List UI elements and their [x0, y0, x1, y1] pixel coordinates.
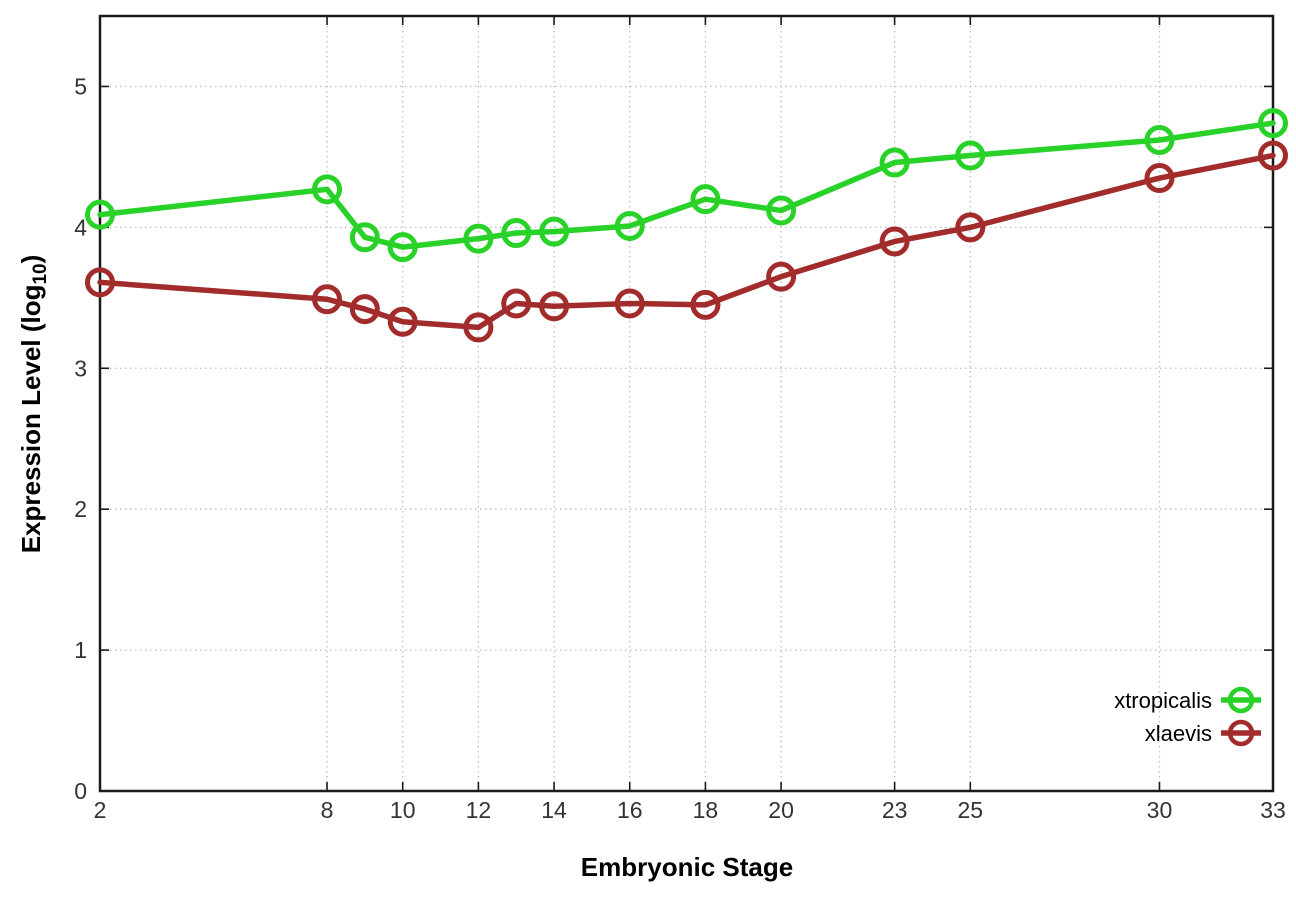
- data-point-xlaevis: [85, 267, 115, 298]
- legend-label-xtropicalis: xtropicalis: [1114, 688, 1212, 713]
- y-axis-title: Expression Level (log10): [16, 255, 51, 554]
- y-tick-label: 1: [74, 637, 87, 663]
- legend-marker-icon-xlaevis: [1227, 719, 1255, 747]
- series-line-xtropicalis: [97, 120, 1276, 250]
- x-tick-label: 20: [768, 797, 794, 823]
- data-point-xtropicalis: [349, 222, 380, 253]
- data-point-xlaevis: [766, 261, 797, 292]
- grid-layer: [99, 16, 1274, 792]
- series-line-xlaevis: [97, 152, 1276, 331]
- x-tick-label: 23: [882, 797, 908, 823]
- data-point-xlaevis: [879, 226, 910, 257]
- data-point-xtropicalis: [312, 174, 343, 205]
- y-axis-title-end: ): [16, 255, 46, 264]
- y-axis-title-subscript: 10: [30, 263, 51, 284]
- x-tick-label: 33: [1260, 797, 1286, 823]
- data-point-xtropicalis: [1144, 125, 1175, 155]
- data-point-xlaevis: [539, 291, 570, 322]
- y-tick-label: 0: [74, 778, 87, 804]
- x-tick-label: 10: [390, 797, 416, 823]
- series-layer: [85, 108, 1288, 343]
- data-point-xlaevis: [463, 312, 494, 343]
- data-point-xlaevis: [1258, 140, 1288, 171]
- data-point-xlaevis: [387, 306, 418, 337]
- y-tick-label: 4: [74, 214, 87, 240]
- y-tick-label: 3: [74, 355, 87, 381]
- data-point-xlaevis: [1144, 163, 1175, 194]
- x-tick-label: 2: [94, 797, 107, 823]
- x-tick-label: 18: [693, 797, 719, 823]
- data-point-xtropicalis: [955, 140, 986, 171]
- data-point-xtropicalis: [539, 216, 570, 247]
- x-axis-title: Embryonic Stage: [581, 852, 793, 882]
- legend: xtropicalis xlaevis: [1114, 686, 1261, 747]
- x-tick-label: 30: [1147, 797, 1173, 823]
- legend-label-xlaevis: xlaevis: [1145, 721, 1212, 746]
- data-point-xlaevis: [690, 289, 721, 320]
- y-tick-label: 5: [74, 73, 87, 99]
- data-point-xtropicalis: [463, 223, 494, 254]
- y-axis-title-main: Expression Level (log: [16, 285, 46, 554]
- data-point-xlaevis: [501, 288, 532, 319]
- data-point-xtropicalis: [879, 147, 910, 178]
- data-point-xtropicalis: [85, 199, 115, 230]
- x-tick-label: 14: [541, 797, 567, 823]
- x-tick-label: 12: [466, 797, 492, 823]
- data-point-xtropicalis: [501, 218, 532, 248]
- legend-marker-icon-xtropicalis: [1227, 686, 1255, 714]
- x-tick-label: 25: [957, 797, 983, 823]
- x-tick-label: 8: [321, 797, 334, 823]
- plot-border: [98, 14, 1275, 793]
- data-point-xtropicalis: [614, 210, 645, 241]
- data-point-xtropicalis: [1258, 108, 1288, 139]
- data-point-xlaevis: [349, 294, 380, 325]
- data-point-xlaevis: [955, 212, 986, 243]
- tick-layer: [99, 16, 1274, 792]
- data-point-xtropicalis: [766, 195, 797, 226]
- data-point-xlaevis: [614, 288, 645, 319]
- data-point-xtropicalis: [690, 184, 721, 215]
- y-tick-label: 2: [74, 496, 87, 522]
- data-point-xlaevis: [312, 284, 343, 315]
- x-tick-label: 16: [617, 797, 643, 823]
- data-point-xtropicalis: [387, 232, 418, 263]
